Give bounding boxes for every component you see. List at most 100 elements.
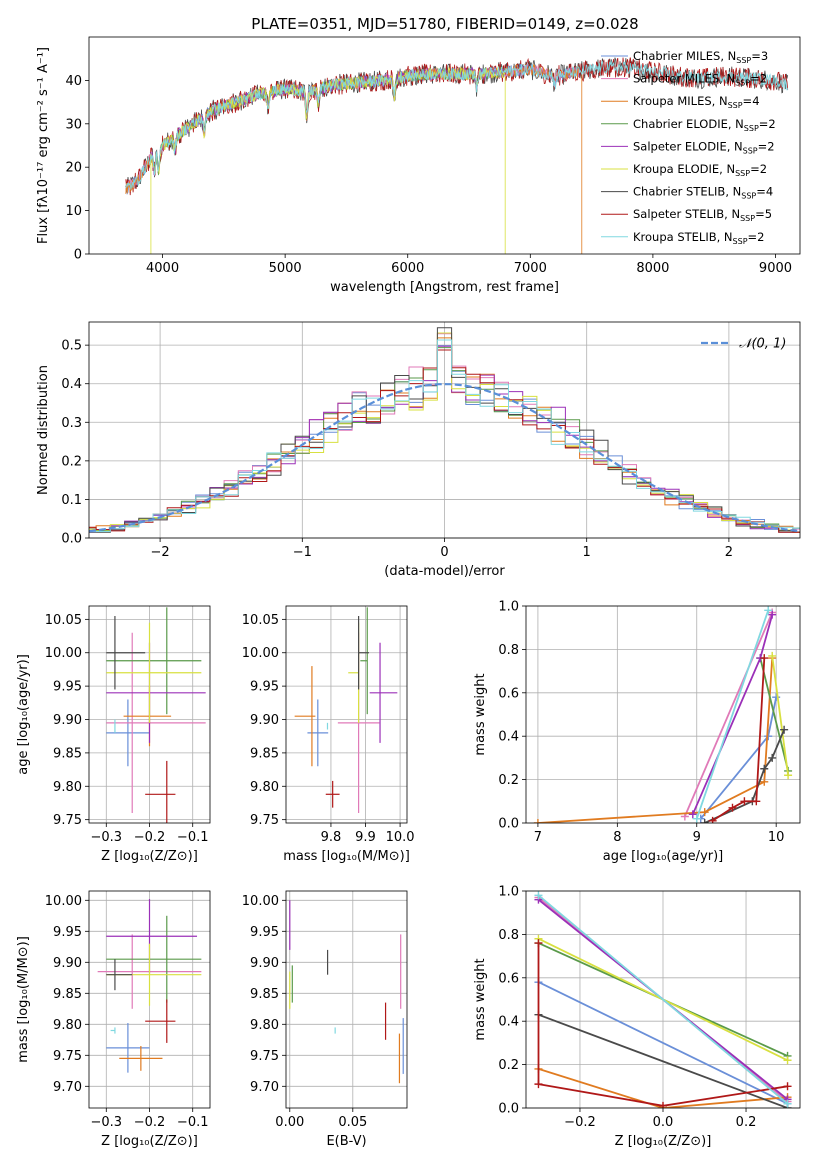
weight-marker-salpeter-stelib	[534, 1080, 543, 1089]
x-axis-label: wavelength [Angstrom, rest frame]	[330, 280, 559, 295]
mass-vs-extinction-panel: 0.00 0.05 9.70 9.75 9.80 9.85 9.90 9.95 10.00 E(B…	[242, 890, 408, 1149]
legend-nssp-prefix: , N	[712, 94, 728, 108]
legend-nssp-eq: =	[750, 162, 760, 176]
y-tick-label: 10.05	[242, 613, 279, 628]
y-tick-label: 9.75	[250, 813, 279, 828]
x-tick-label: −0.3	[90, 830, 122, 845]
legend-nssp-subscript: SSP	[728, 101, 743, 110]
y-axis-label: mass [log₁₀(M/M⊙)]	[16, 936, 31, 1063]
y-tick-label: 0.4	[498, 1015, 519, 1030]
x-axis-label: (data-model)/error	[384, 564, 505, 579]
legend-nssp-prefix: , N	[717, 230, 733, 244]
errorbar-chabrier-elodie	[106, 915, 202, 1003]
y-tick-label: 0.6	[498, 971, 519, 986]
axes: −0.2 0.0 0.2 0.0 0.2 0.4 0.6 0.8 1.0 Z [log₁₀(Z/Z…	[473, 885, 801, 1149]
errorbar-chabrier-miles	[106, 699, 150, 767]
errorbar-kroupa-stelib	[110, 1027, 116, 1034]
legend-nssp-prefix: , N	[719, 72, 735, 86]
weight-marker-kroupa-stelib	[764, 606, 773, 615]
weight-marker-salpeter-stelib	[783, 1082, 792, 1091]
y-tick-label: 9.70	[250, 1080, 279, 1095]
spectrum-line-kroupa-elodie	[149, 66, 506, 254]
x-tick-label: 9	[693, 830, 701, 845]
x-tick-label: 7000	[514, 261, 547, 276]
weight-marker-chabrier-stelib	[760, 764, 769, 773]
weight-marker-kroupa-stelib	[534, 891, 543, 900]
y-tick-label: 10.05	[45, 613, 82, 628]
y-tick-label: 9.75	[53, 813, 82, 828]
errorbar-kroupa-miles	[294, 666, 316, 767]
errorbar-salpeter-elodie	[369, 642, 398, 743]
axes: −0.3 −0.2 −0.1 9.70 9.75 9.80 9.85 9.90 9.95 10.0…	[16, 890, 211, 1149]
errorbar-salpeter-stelib	[325, 780, 340, 808]
legend-nssp-eq: =	[759, 117, 769, 131]
y-tick-label: 0.6	[498, 686, 519, 701]
x-tick-label: 0.00	[275, 1115, 304, 1130]
legend-entry: Chabrier MILES, NSSP=3	[633, 49, 768, 65]
legend-entry: Kroupa MILES, NSSP=4	[633, 94, 760, 110]
x-tick-label: 6000	[391, 261, 424, 276]
y-tick-label: 9.85	[53, 987, 82, 1002]
errorbar-kroupa-miles	[119, 1046, 163, 1071]
x-tick-label: −2	[151, 545, 170, 560]
residuals-legend: 𝒩(0, 1)	[701, 337, 786, 352]
grid	[286, 891, 407, 1108]
histogram-chabrier-stelib	[89, 327, 800, 533]
legend-entry: Salpeter ELODIE, NSSP=2	[633, 139, 775, 155]
weight-vs-age-panel: 7 8 9 10 0.0 0.2 0.4 0.6 0.8 1.0 age [log₁₀(age/yr…	[473, 600, 801, 864]
y-tick-label: 9.75	[250, 1049, 279, 1064]
legend-nssp-prefix: , N	[728, 117, 744, 131]
legend-entry: 𝒩(0, 1)	[739, 337, 786, 352]
y-tick-label: 0.5	[61, 339, 82, 354]
legend-nssp-value: 5	[765, 207, 772, 221]
y-tick-label: 9.80	[53, 780, 82, 795]
x-tick-label: 10.0	[386, 830, 415, 845]
weight-marker-salpeter-stelib	[728, 803, 737, 812]
y-tick-label: 0.2	[498, 773, 519, 788]
weight-marker-chabrier-stelib	[768, 753, 777, 762]
axes: −0.3 −0.2 −0.1 9.75 9.80 9.85 9.90 9.95 10.00 10.…	[16, 605, 211, 864]
x-axis-label: Z [log₁₀(Z/Z⊙)]	[615, 1134, 712, 1149]
x-tick-label: 9.8	[321, 830, 342, 845]
axes-frame	[285, 890, 408, 1109]
x-tick-label: 1	[583, 545, 591, 560]
weight-marker-salpeter-stelib	[534, 939, 543, 948]
y-tick-label: 10.00	[242, 646, 279, 661]
y-tick-label: 0.4	[61, 377, 82, 392]
y-tick-label: 9.80	[53, 1018, 82, 1033]
plot-area	[125, 57, 789, 254]
weight-marker-salpeter-elodie	[768, 610, 777, 619]
errorbar-chabrier-stelib	[358, 616, 369, 690]
errorbar-salpeter-stelib	[145, 760, 176, 823]
legend-nssp-subscript: SSP	[736, 56, 751, 65]
x-axis-label: E(B-V)	[326, 1134, 366, 1149]
weight-line-kroupa-miles	[537, 658, 774, 823]
legend-nssp-value: 2	[768, 117, 775, 131]
y-tick-label: 9.85	[250, 746, 279, 761]
y-tick-label: 0.0	[498, 817, 519, 832]
legend-nssp-eq: =	[756, 185, 766, 199]
legend-series-name: Salpeter STELIB	[633, 207, 724, 221]
y-tick-label: 9.90	[53, 713, 82, 728]
spectrum-panel: 4000 5000 6000 7000 8000 9000 0 10 20 30 40 wavelen…	[36, 36, 801, 295]
y-tick-label: 0.8	[498, 643, 519, 658]
weight-marker-kroupa-stelib	[783, 1099, 792, 1108]
legend-nssp-eq: =	[750, 72, 760, 86]
weight-marker-salpeter-stelib	[752, 797, 761, 806]
legend-nssp-value: 2	[760, 162, 767, 176]
axes-frame	[88, 605, 211, 824]
weight-marker-chabrier-miles	[772, 693, 781, 702]
y-tick-label: 9.70	[53, 1080, 82, 1095]
errorbar-chabrier-elodie	[106, 607, 202, 715]
legend-series-name: Chabrier STELIB	[633, 185, 725, 199]
y-tick-label: 0.0	[61, 532, 82, 547]
y-tick-label: 0.3	[61, 416, 82, 431]
x-tick-label: 0.0	[653, 1115, 674, 1130]
plot-area	[106, 607, 206, 823]
weight-line-chabrier-miles	[538, 981, 788, 1105]
y-tick-label: 10.00	[45, 646, 82, 661]
weight-line-chabrier-miles	[700, 696, 778, 820]
x-tick-label: −0.1	[177, 830, 209, 845]
y-tick-label: 9.95	[53, 925, 82, 940]
x-tick-label: −0.2	[564, 1115, 596, 1130]
